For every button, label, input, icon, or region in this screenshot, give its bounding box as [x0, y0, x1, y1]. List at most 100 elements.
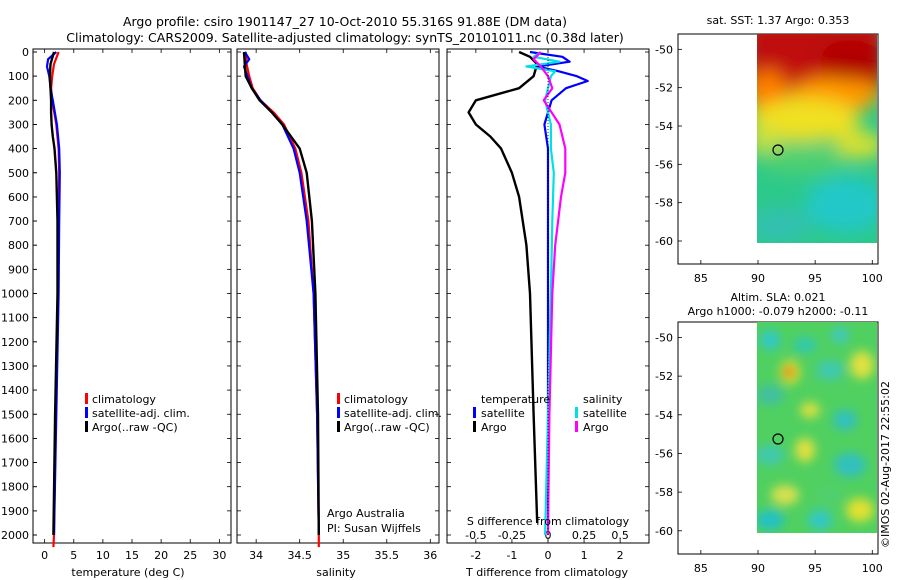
- depth-tick-label: 900: [8, 263, 29, 276]
- t-difference-xlabel: T difference from climatology: [465, 566, 628, 579]
- legend-label-sal-satellite: satellite: [583, 407, 627, 420]
- map-y-tick-label: -50: [655, 331, 673, 344]
- s-difference-x-ticks: -0.5 -0.25 0 0.25 0.5: [465, 529, 629, 542]
- map-x-tick-label: 95: [808, 272, 822, 285]
- legend-swatch-temp-argo: [473, 421, 476, 432]
- sla-map-ticks: 85 90 95 100 -50 -52 -54 -56 -58 -60: [655, 331, 883, 575]
- map-y-tick-label: -56: [655, 158, 673, 171]
- credit-label: ©IMOS 02-Aug-2017 22:55:02: [879, 381, 892, 548]
- x-tick-label: 34.5: [287, 549, 312, 562]
- sst-field: [757, 34, 877, 243]
- temperature-x-ticks: 0 5 10 15 20 25 30: [33, 49, 231, 562]
- header-line1: Argo profile: csiro 1901147_27 10-Oct-20…: [123, 14, 567, 29]
- difference-series: [467, 50, 589, 536]
- t-difference-x-ticks: -2 -1 0 1 2: [447, 49, 649, 562]
- depth-tick-label: 1100: [1, 312, 29, 325]
- legend-swatch-sal-satellite: [575, 407, 578, 418]
- x-tick-label: 25: [183, 549, 197, 562]
- depth-tick-label: 1400: [1, 384, 29, 397]
- x-tick-label: 15: [125, 549, 139, 562]
- map-x-tick-label: 85: [694, 272, 708, 285]
- sla-map-title: Altim. SLA: 0.021: [730, 291, 825, 304]
- map-x-tick-label: 90: [751, 272, 765, 285]
- map-x-tick-label: 85: [694, 562, 708, 575]
- pi-label: PI: Susan Wijffels: [327, 522, 421, 535]
- x-tick-label: 0: [41, 549, 48, 562]
- legend-label-temp-argo: Argo: [481, 421, 507, 434]
- depth-tick-label: 600: [8, 191, 29, 204]
- s-diff-tick-label: 0: [545, 529, 552, 542]
- depth-tick-label: 1500: [1, 408, 29, 421]
- sla-field: [757, 322, 877, 533]
- x-tick-label: -1: [506, 549, 517, 562]
- series-line-argo-raw-qc-: [48, 51, 59, 536]
- map-y-tick-label: -60: [655, 235, 673, 248]
- temperature-panel: [32, 48, 232, 544]
- s-diff-tick-label: -0.25: [498, 529, 526, 542]
- salinity-panel: [236, 48, 440, 544]
- legend-swatch-temp-satellite: [473, 407, 476, 418]
- series-line-salinity-argo: [532, 51, 567, 536]
- map-x-tick-label: 90: [751, 562, 765, 575]
- depth-tick-label: 0: [22, 46, 29, 59]
- header-line2: Climatology: CARS2009. Satellite-adjuste…: [66, 30, 623, 45]
- sla-map: Altim. SLA: 0.021 Argo h1000: -0.079 h20…: [655, 291, 883, 575]
- legend-label-argo: Argo(..raw -QC): [92, 421, 178, 434]
- depth-tick-label: 1800: [1, 481, 29, 494]
- temperature-legend: climatology satellite-adj. clim. Argo(..…: [85, 393, 190, 434]
- legend-swatch-satellite: [337, 407, 340, 418]
- s-diff-tick-label: 0.5: [611, 529, 629, 542]
- legend-swatch-argo: [337, 421, 340, 432]
- sla-map-subtitle: Argo h1000: -0.079 h2000: -0.11: [688, 305, 869, 318]
- x-tick-label: 5: [70, 549, 77, 562]
- salinity-x-ticks: 34 34.5 35 35.5 36: [237, 49, 439, 562]
- legend-swatch-sal-argo: [575, 421, 578, 432]
- legend-swatch-argo: [85, 421, 88, 432]
- argo-location-marker: [772, 433, 784, 445]
- x-tick-label: -2: [470, 549, 481, 562]
- x-tick-label: 35.5: [375, 549, 400, 562]
- map-y-tick-label: -52: [655, 82, 673, 95]
- map-x-tick-label: 95: [808, 562, 822, 575]
- salinity-xlabel: salinity: [316, 566, 356, 579]
- series-line-argo-raw-qc-: [242, 51, 320, 536]
- depth-tick-label: 100: [8, 70, 29, 83]
- depth-tick-label: 1600: [1, 432, 29, 445]
- map-y-tick-label: -58: [655, 486, 673, 499]
- x-tick-label: 36: [423, 549, 437, 562]
- x-tick-label: 30: [212, 549, 226, 562]
- legend-heading-salinity: salinity: [583, 393, 623, 406]
- depth-tick-label: 1300: [1, 360, 29, 373]
- map-y-tick-label: -56: [655, 447, 673, 460]
- depth-axis: 0 100 200 300 400 500 600 700 800 900 1000 1100 1200…: [1, 46, 37, 542]
- depth-tick-label: 1700: [1, 457, 29, 470]
- x-tick-label: 10: [96, 549, 110, 562]
- legend-label-satellite: satellite-adj. clim.: [344, 407, 442, 420]
- series-line-salinity-satellite: [525, 51, 561, 536]
- legend-label-sal-argo: Argo: [583, 421, 609, 434]
- temperature-xlabel: temperature (deg C): [71, 566, 184, 579]
- sst-map-ticks: 85 90 95 100 -50 -52 -54 -56 -58 -60: [655, 43, 883, 285]
- depth-tick-label: 700: [8, 215, 29, 228]
- map-x-tick-label: 100: [862, 272, 883, 285]
- s-diff-tick-label: 0.25: [572, 529, 597, 542]
- difference-legend: temperature satellite Argo salinity sate…: [473, 393, 627, 434]
- legend-swatch-climatology: [85, 393, 88, 404]
- legend-label-climatology: climatology: [344, 393, 408, 406]
- legend-heading-temperature: temperature: [481, 393, 550, 406]
- legend-label-satellite: satellite-adj. clim.: [92, 407, 190, 420]
- sst-map-title: sat. SST: 1.37 Argo: 0.353: [707, 14, 850, 27]
- x-tick-label: 1: [581, 549, 588, 562]
- legend-swatch-satellite: [85, 407, 88, 418]
- map-y-tick-label: -52: [655, 370, 673, 383]
- depth-tick-label: 500: [8, 167, 29, 180]
- sst-map: sat. SST: 1.37 Argo: 0.353 85 90 95 100 -50 -…: [655, 14, 883, 285]
- map-y-tick-label: -54: [655, 120, 673, 133]
- x-tick-label: 35: [336, 549, 350, 562]
- legend-label-argo: Argo(..raw -QC): [344, 421, 430, 434]
- x-tick-label: 0: [545, 549, 552, 562]
- depth-tick-label: 800: [8, 239, 29, 252]
- argo-location-marker: [772, 144, 784, 156]
- x-tick-label: 34: [249, 549, 263, 562]
